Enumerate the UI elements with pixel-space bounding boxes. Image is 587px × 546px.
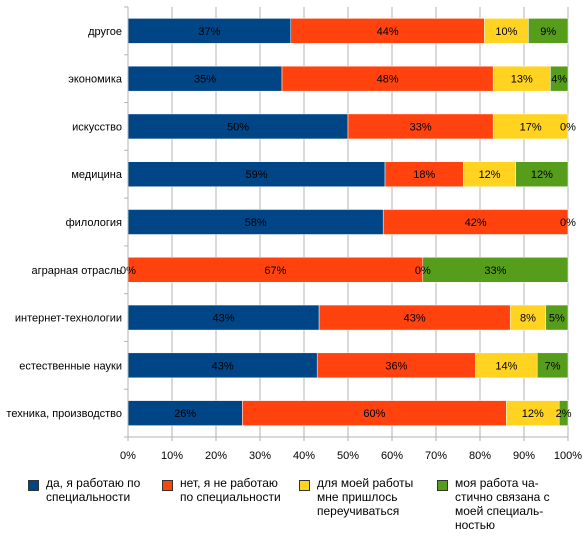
legend-swatch-0 bbox=[28, 480, 39, 491]
legend-swatch-1 bbox=[162, 480, 173, 491]
data-label: 36% bbox=[385, 360, 407, 372]
bar-segment bbox=[347, 113, 494, 140]
bar-segment bbox=[290, 18, 485, 44]
bar-segment bbox=[463, 161, 516, 187]
bar-segment bbox=[127, 400, 243, 426]
bar-segment bbox=[506, 400, 560, 426]
data-label: 58% bbox=[245, 217, 267, 229]
data-label: 12% bbox=[531, 169, 553, 181]
x-tick-label: 20% bbox=[205, 450, 227, 462]
bar-segment bbox=[318, 304, 511, 331]
data-label: 14% bbox=[495, 360, 517, 372]
legend-swatch-3 bbox=[437, 480, 448, 491]
data-label: 17% bbox=[520, 121, 542, 133]
x-tick-label: 80% bbox=[469, 450, 491, 462]
data-label: 0% bbox=[560, 217, 576, 229]
data-label: 44% bbox=[377, 26, 399, 38]
legend-item-2: для моей работы мне пришлось переучивать… bbox=[299, 476, 413, 518]
legend-swatch-2 bbox=[299, 480, 310, 491]
bar-segment bbox=[127, 304, 320, 331]
data-label: 50% bbox=[227, 121, 249, 133]
data-label: 10% bbox=[495, 26, 517, 38]
data-label: 2% bbox=[556, 408, 572, 420]
bar-segment bbox=[127, 65, 283, 92]
stacked-bar-chart: 0% 10% 20% 30% 40% 50% 60% 70% 80% 90% 100% другое 3… bbox=[6, 6, 582, 462]
category-label: естественные науки bbox=[19, 360, 122, 372]
category-label: аграрная отрасль bbox=[32, 265, 123, 277]
bar-segment bbox=[281, 65, 494, 92]
bar-segment bbox=[475, 352, 538, 379]
bar-segment bbox=[536, 352, 569, 379]
data-label: 43% bbox=[213, 313, 235, 325]
data-label: 26% bbox=[174, 408, 196, 420]
x-tick-label: 40% bbox=[293, 450, 315, 462]
bar-segment bbox=[422, 257, 569, 283]
data-label: 5% bbox=[549, 313, 565, 325]
data-label: 35% bbox=[194, 74, 216, 86]
bar-segment bbox=[492, 113, 569, 140]
bar-segment bbox=[528, 18, 569, 44]
data-label: 33% bbox=[410, 121, 432, 133]
bar-segment bbox=[127, 209, 384, 235]
bar-segment bbox=[545, 304, 569, 331]
bar-segment bbox=[242, 400, 507, 426]
data-label: 48% bbox=[377, 74, 399, 86]
bar-segment bbox=[382, 209, 569, 235]
data-label: 33% bbox=[484, 265, 506, 277]
bar-segment bbox=[127, 113, 349, 140]
legend-label-3: моя работа ча- стично связана с моей спе… bbox=[455, 476, 550, 532]
x-tick-label: 70% bbox=[425, 450, 447, 462]
data-label: 18% bbox=[413, 169, 435, 181]
data-label: 59% bbox=[245, 169, 267, 181]
data-label: 42% bbox=[465, 217, 487, 229]
data-label: 7% bbox=[545, 360, 561, 372]
category-label: экономика bbox=[68, 74, 123, 86]
data-label: 67% bbox=[264, 265, 286, 277]
data-label: 4% bbox=[551, 74, 567, 86]
category-label: другое bbox=[88, 26, 122, 38]
data-label: 12% bbox=[479, 169, 501, 181]
data-label: 37% bbox=[198, 26, 220, 38]
data-label: 13% bbox=[511, 74, 533, 86]
bar-segment bbox=[550, 65, 569, 92]
legend-label-2: для моей работы мне пришлось переучивать… bbox=[317, 476, 414, 518]
bar-segment bbox=[127, 18, 292, 44]
data-label: 0% bbox=[560, 121, 576, 133]
bar-segment bbox=[127, 257, 424, 283]
data-label: 43% bbox=[212, 360, 234, 372]
bar-segment bbox=[492, 65, 551, 92]
data-label: 0% bbox=[415, 265, 431, 277]
x-tick-label: 100% bbox=[554, 450, 582, 462]
chart-legend: да, я работаю по специальности нет, я не… bbox=[0, 476, 587, 546]
bar-segment bbox=[515, 161, 569, 187]
data-label: 43% bbox=[404, 313, 426, 325]
data-label: 60% bbox=[363, 408, 385, 420]
category-label: искусство bbox=[72, 121, 122, 133]
bar-segment bbox=[384, 161, 464, 187]
x-tick-label: 0% bbox=[120, 450, 136, 462]
legend-label-0: да, я работаю по специальности bbox=[46, 476, 141, 504]
legend-item-3: моя работа ча- стично связана с моей спе… bbox=[437, 476, 550, 532]
bar-segment bbox=[127, 161, 386, 187]
category-label: техника, производство bbox=[6, 408, 122, 420]
x-tick-label: 90% bbox=[513, 450, 535, 462]
bar-segment bbox=[558, 400, 569, 426]
category-label: интернет-технологии bbox=[15, 313, 122, 325]
category-label: медицина bbox=[71, 169, 123, 181]
category-label: филология bbox=[66, 217, 122, 229]
x-tick-label: 10% bbox=[161, 450, 183, 462]
legend-item-1: нет, я не работаю по специальности bbox=[162, 476, 281, 504]
bar-segment bbox=[484, 18, 529, 44]
data-label: 8% bbox=[520, 313, 536, 325]
legend-label-1: нет, я не работаю по специальности bbox=[180, 476, 281, 504]
legend-item-0: да, я работаю по специальности bbox=[28, 476, 140, 504]
x-tick-label: 60% bbox=[381, 450, 403, 462]
data-label: 9% bbox=[540, 26, 556, 38]
x-tick-label: 50% bbox=[337, 450, 359, 462]
x-tick-label: 30% bbox=[249, 450, 271, 462]
data-label: 12% bbox=[522, 408, 544, 420]
